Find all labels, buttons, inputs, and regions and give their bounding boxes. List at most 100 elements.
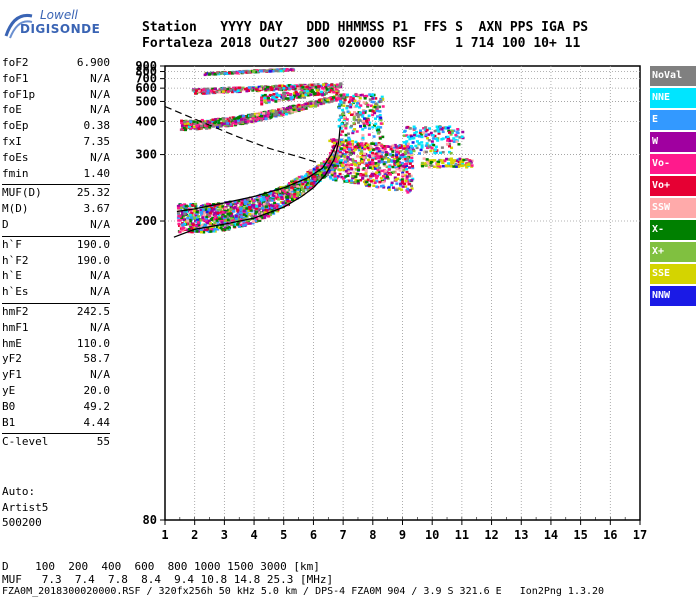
echo-point — [325, 83, 329, 86]
echo-point — [310, 83, 314, 87]
echo-point — [236, 209, 240, 212]
echo-point — [311, 90, 315, 94]
echo-point — [320, 173, 324, 177]
echo-point — [374, 152, 378, 156]
echo-point — [460, 135, 464, 139]
echo-point — [332, 161, 336, 165]
echo-point — [211, 219, 215, 222]
echo-point — [401, 185, 405, 188]
param-name: foEp — [2, 119, 29, 133]
echo-point — [333, 175, 337, 178]
echo-point — [211, 125, 215, 128]
echo-point — [199, 208, 203, 212]
echo-point — [287, 192, 291, 196]
echo-point — [369, 145, 373, 149]
echo-point — [353, 145, 357, 149]
echo-point — [305, 173, 309, 176]
echo-point — [286, 108, 290, 112]
echo-point — [261, 206, 265, 210]
echo-point — [261, 205, 265, 209]
echo-point — [277, 94, 281, 98]
echo-point — [260, 216, 264, 220]
echo-point — [441, 130, 445, 134]
echo-point — [361, 146, 365, 150]
echo-point — [265, 209, 269, 212]
echo-point — [269, 86, 273, 89]
echo-point — [436, 127, 440, 131]
echo-point — [273, 193, 277, 197]
echo-point — [368, 183, 372, 187]
echo-point — [298, 178, 302, 182]
echo-point — [220, 217, 224, 220]
echo-point — [230, 90, 234, 94]
echo-point — [339, 155, 343, 158]
echo-point — [374, 117, 378, 120]
echo-point — [226, 202, 230, 206]
echo-point — [332, 90, 336, 94]
echo-point — [309, 186, 313, 190]
echo-point — [374, 142, 378, 145]
param-row: h`Es N/A — [2, 285, 110, 301]
echo-point — [348, 138, 352, 141]
echo-point — [370, 100, 374, 104]
echo-point — [290, 180, 294, 183]
echo-point — [212, 213, 216, 217]
echo-point — [199, 219, 203, 222]
echo-point — [193, 122, 197, 125]
echo-point — [310, 182, 314, 185]
echo-point — [307, 93, 311, 97]
echo-point — [188, 213, 192, 217]
echo-point — [214, 215, 218, 218]
echo-point — [247, 209, 251, 213]
echo-point — [397, 144, 401, 148]
echo-point — [276, 191, 280, 194]
echo-point — [420, 133, 424, 136]
legend-item-e: E — [650, 110, 696, 130]
echo-point — [260, 195, 264, 198]
echo-point — [213, 87, 217, 91]
echo-point — [177, 204, 181, 207]
echo-point — [337, 106, 341, 110]
echo-point — [274, 109, 278, 113]
echo-point — [364, 102, 368, 105]
echo-point — [376, 163, 380, 166]
echo-point — [364, 119, 368, 122]
param-row: hmE 110.0 — [2, 337, 110, 353]
param-value: 3.67 — [83, 202, 111, 216]
echo-point — [244, 214, 248, 218]
echo-point — [208, 211, 212, 215]
echo-point — [339, 115, 343, 119]
echo-point — [236, 223, 240, 226]
echo-point — [257, 208, 261, 212]
echo-point — [205, 228, 209, 231]
echo-point — [263, 211, 267, 214]
echo-point — [208, 203, 212, 206]
echo-point — [406, 191, 410, 194]
echo-point — [438, 165, 442, 168]
echo-point — [252, 69, 256, 73]
echo-point — [365, 163, 369, 167]
echo-point — [290, 110, 294, 113]
echo-point — [321, 87, 325, 90]
echo-point — [450, 165, 454, 168]
echo-point — [178, 219, 182, 222]
echo-point — [311, 84, 315, 88]
echo-point — [458, 136, 462, 139]
echo-point — [390, 181, 394, 185]
echo-point — [195, 216, 199, 219]
echo-point — [428, 159, 432, 162]
echo-point — [401, 164, 405, 168]
echo-point — [370, 167, 374, 170]
echo-point — [242, 224, 246, 227]
legend-item-x: X+ — [650, 242, 696, 262]
echo-point — [427, 133, 431, 136]
echo-point — [335, 152, 339, 156]
echo-point — [302, 89, 306, 93]
echo-point — [375, 176, 379, 180]
echo-point — [271, 204, 275, 208]
echo-point — [379, 122, 383, 125]
echo-point — [315, 103, 319, 106]
echo-point — [351, 131, 355, 135]
echo-point — [219, 212, 223, 215]
echo-point — [470, 164, 474, 167]
